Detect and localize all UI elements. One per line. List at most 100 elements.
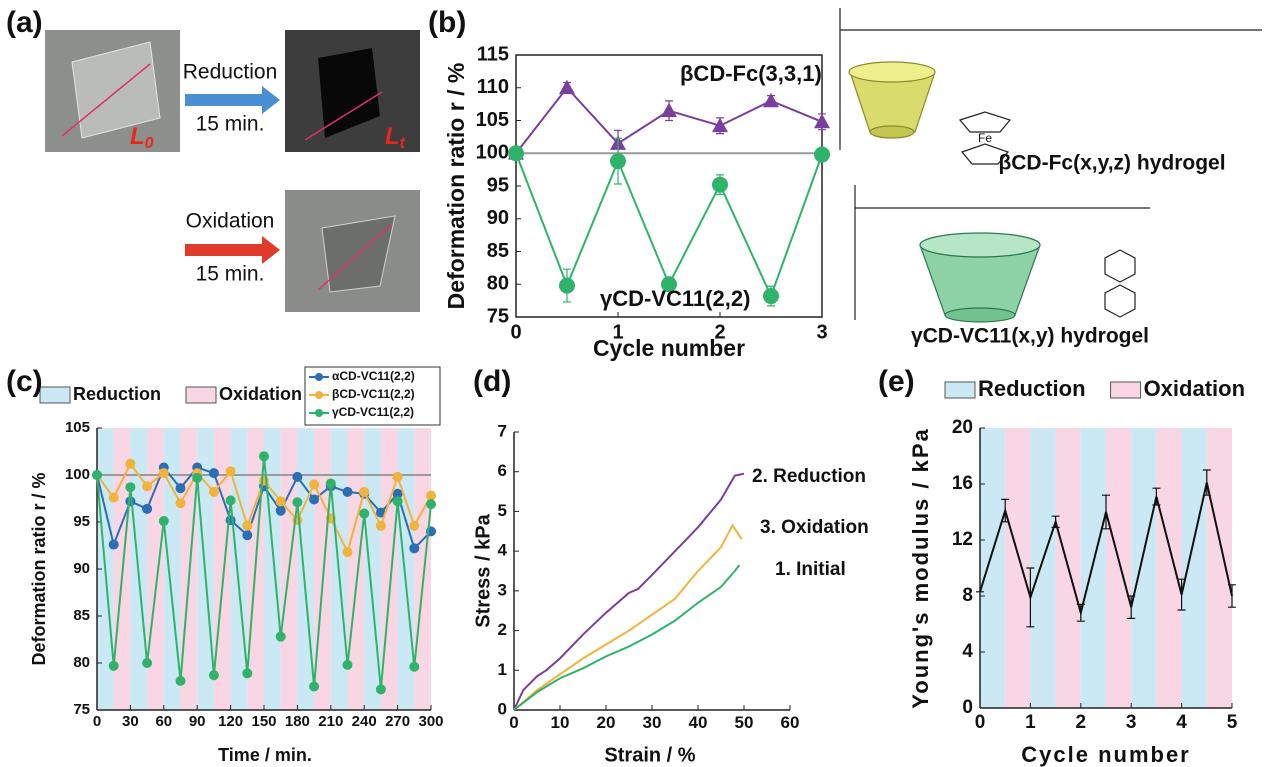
legend-marker <box>315 391 323 399</box>
marker <box>309 681 320 692</box>
y-tick-label: 105 <box>476 109 509 131</box>
error-bar <box>1001 498 1010 523</box>
gel <box>71 41 161 139</box>
y-axis-label: Deformation ratio r / % <box>29 472 49 665</box>
error-bar <box>1202 469 1211 496</box>
error-bar <box>1051 515 1060 528</box>
atom-label: Fe <box>978 131 992 145</box>
y-tick-label: 2 <box>498 620 507 639</box>
marker <box>325 478 336 489</box>
marker <box>661 102 677 118</box>
legend-label: γCD-VC11(2,2) <box>332 405 414 419</box>
marker <box>275 505 286 516</box>
y-tick-label: 6 <box>498 461 507 480</box>
shade-band <box>1206 428 1232 708</box>
y-tick-label: 5 <box>498 501 507 520</box>
diagonal <box>304 91 383 141</box>
shade-band <box>264 428 281 710</box>
x-tick-label: 60 <box>155 713 172 730</box>
subscript: 0 <box>145 135 154 152</box>
marker <box>610 153 626 170</box>
marker <box>242 668 253 679</box>
marker <box>342 486 353 497</box>
step-time: 15 min. <box>196 263 265 286</box>
y-axis-label: Deformation ratio r / % <box>443 63 469 310</box>
series-label: 2. Reduction <box>752 466 866 487</box>
y-tick-label: 100 <box>476 142 509 164</box>
cyclodextrin-rim <box>848 61 936 83</box>
marker <box>763 288 779 305</box>
legend-label: Reduction <box>978 376 1086 401</box>
x-tick-label: 2 <box>1076 712 1087 733</box>
arrow <box>185 86 280 114</box>
x-axis-label: Cycle number <box>593 335 745 361</box>
x-tick-label: 0 <box>93 713 101 730</box>
series-line <box>513 472 745 711</box>
x-tick-label: 0 <box>509 713 518 732</box>
series-label: 3. Oxidation <box>760 517 869 538</box>
y-tick-label: 105 <box>65 419 90 436</box>
marker <box>559 79 575 95</box>
panel-label: (a) <box>6 6 43 39</box>
diagonal <box>61 63 151 137</box>
error-bar <box>1152 487 1161 506</box>
marker <box>225 495 236 506</box>
x-tick-label: 180 <box>285 713 310 730</box>
marker <box>814 146 830 163</box>
y-tick-label: 7 <box>498 421 507 440</box>
shade-band <box>1080 428 1106 708</box>
x-tick-label: 1 <box>612 321 623 343</box>
error-bar <box>1026 567 1035 628</box>
marker <box>661 276 677 293</box>
marker <box>142 503 153 514</box>
x-tick-label: 4 <box>1176 712 1187 733</box>
y-tick-label: 75 <box>487 305 509 327</box>
marker <box>208 670 219 681</box>
x-tick-label: 3 <box>1126 712 1137 733</box>
shade-band <box>347 428 365 710</box>
legend-marker <box>315 409 323 417</box>
y-tick-label: 20 <box>952 417 973 438</box>
x-tick-label: 10 <box>551 713 570 732</box>
marker <box>292 497 303 508</box>
series-line <box>513 523 743 711</box>
gel <box>318 48 380 138</box>
error-bar <box>1127 595 1136 619</box>
panel-label: (b) <box>428 6 466 39</box>
marker <box>108 492 119 503</box>
marker <box>225 466 236 477</box>
symbol: L <box>385 123 400 150</box>
y-tick-label: 85 <box>487 240 509 262</box>
marker <box>375 520 386 531</box>
shade-band <box>414 428 431 710</box>
panel-a: (a) L0 Lt Reduction 15 min. Oxidation 15… <box>6 6 420 312</box>
marker <box>359 508 370 519</box>
marker <box>309 479 320 490</box>
marker <box>342 659 353 670</box>
y-tick-label: 4 <box>962 641 973 662</box>
x-axis-label: Strain / % <box>604 744 695 766</box>
error-bar <box>1076 603 1085 622</box>
series-line <box>515 152 823 299</box>
x-tick-label: 5 <box>1227 712 1238 733</box>
x-tick-label: 20 <box>597 713 616 732</box>
structure-caption: γCD-VC11(x,y) hydrogel <box>911 325 1149 348</box>
marker <box>342 547 353 558</box>
marker <box>108 539 119 550</box>
error-bar <box>1177 578 1186 611</box>
shade-band <box>1156 428 1182 708</box>
x-tick-label: 60 <box>781 713 800 732</box>
subscript: t <box>400 135 406 152</box>
y-tick-label: 110 <box>477 76 509 98</box>
y-tick-label: 0 <box>498 699 507 718</box>
legend-label: Oxidation <box>1144 376 1245 401</box>
marker <box>559 277 575 294</box>
y-tick-label: 0 <box>962 697 973 718</box>
marker <box>392 471 403 482</box>
panel-label: (d) <box>473 365 511 398</box>
x-tick-label: 210 <box>318 713 343 730</box>
legend-swatch <box>185 386 217 404</box>
y-tick-label: 12 <box>952 529 973 550</box>
step-time: 15 min. <box>196 113 265 136</box>
